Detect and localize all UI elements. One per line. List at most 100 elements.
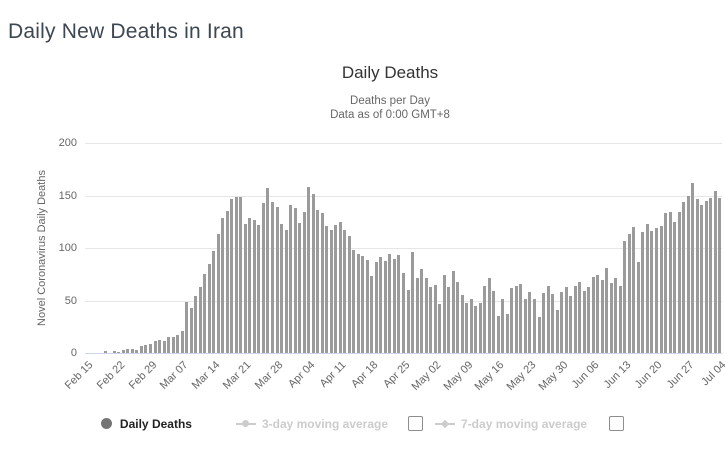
daily-deaths-bar[interactable]: [415, 278, 419, 353]
daily-deaths-bar[interactable]: [198, 286, 202, 353]
daily-deaths-bar[interactable]: [307, 187, 311, 353]
daily-deaths-bar[interactable]: [636, 261, 640, 353]
daily-deaths-bar[interactable]: [311, 194, 315, 353]
daily-deaths-bar[interactable]: [474, 305, 478, 353]
daily-deaths-bar[interactable]: [460, 295, 464, 353]
daily-deaths-bar[interactable]: [510, 287, 514, 353]
daily-deaths-bar[interactable]: [560, 292, 564, 353]
daily-deaths-bar[interactable]: [496, 316, 500, 353]
daily-deaths-bar[interactable]: [338, 221, 342, 353]
daily-deaths-bar[interactable]: [180, 330, 184, 353]
daily-deaths-bar[interactable]: [528, 292, 532, 353]
daily-deaths-bar[interactable]: [578, 281, 582, 353]
daily-deaths-bar[interactable]: [334, 224, 338, 353]
daily-deaths-bar[interactable]: [433, 284, 437, 353]
daily-deaths-bar[interactable]: [293, 208, 297, 353]
daily-deaths-bar[interactable]: [564, 286, 568, 353]
daily-deaths-bar[interactable]: [682, 201, 686, 353]
daily-deaths-bar[interactable]: [103, 350, 107, 353]
daily-deaths-bar[interactable]: [261, 202, 265, 353]
daily-deaths-bar[interactable]: [356, 254, 360, 353]
daily-deaths-bar[interactable]: [677, 212, 681, 353]
daily-deaths-bar[interactable]: [411, 252, 415, 353]
daily-deaths-bar[interactable]: [664, 213, 668, 353]
daily-deaths-bar[interactable]: [691, 182, 695, 353]
daily-deaths-bar[interactable]: [478, 302, 482, 353]
legend-item-3day-average[interactable]: 3-day moving average: [235, 417, 388, 431]
checkbox-3day-average[interactable]: [408, 416, 424, 431]
daily-deaths-bar[interactable]: [158, 340, 162, 353]
daily-deaths-bar[interactable]: [239, 196, 243, 353]
daily-deaths-bar[interactable]: [492, 291, 496, 353]
daily-deaths-bar[interactable]: [325, 225, 329, 353]
daily-deaths-bar[interactable]: [483, 285, 487, 353]
daily-deaths-bar[interactable]: [379, 257, 383, 353]
daily-deaths-bar[interactable]: [139, 345, 143, 353]
daily-deaths-bar[interactable]: [329, 230, 333, 353]
daily-deaths-bar[interactable]: [117, 351, 121, 353]
daily-deaths-bar[interactable]: [167, 337, 171, 353]
daily-deaths-bar[interactable]: [270, 201, 274, 353]
daily-deaths-bar[interactable]: [709, 197, 713, 353]
daily-deaths-bar[interactable]: [280, 223, 284, 353]
daily-deaths-bar[interactable]: [668, 212, 672, 353]
daily-deaths-bar[interactable]: [424, 278, 428, 353]
daily-deaths-bar[interactable]: [632, 227, 636, 353]
daily-deaths-bar[interactable]: [194, 296, 198, 353]
daily-deaths-bar[interactable]: [542, 293, 546, 353]
daily-deaths-bar[interactable]: [659, 225, 663, 353]
daily-deaths-bar[interactable]: [654, 228, 658, 353]
daily-deaths-bar[interactable]: [551, 294, 555, 353]
daily-deaths-bar[interactable]: [582, 291, 586, 353]
daily-deaths-bar[interactable]: [533, 299, 536, 353]
daily-deaths-bar[interactable]: [234, 196, 238, 353]
daily-deaths-bar[interactable]: [284, 230, 288, 353]
daily-deaths-bar[interactable]: [591, 277, 595, 353]
daily-deaths-bar[interactable]: [402, 273, 405, 353]
daily-deaths-bar[interactable]: [569, 296, 573, 353]
daily-deaths-bar[interactable]: [641, 232, 645, 353]
daily-deaths-bar[interactable]: [365, 259, 369, 353]
daily-deaths-bar[interactable]: [212, 251, 216, 353]
daily-deaths-bar[interactable]: [442, 275, 446, 353]
daily-deaths-bar[interactable]: [316, 210, 320, 353]
daily-deaths-bar[interactable]: [695, 198, 699, 353]
daily-deaths-bar[interactable]: [388, 254, 392, 353]
daily-deaths-bar[interactable]: [347, 236, 351, 353]
legend-item-daily-deaths[interactable]: Daily Deaths: [100, 417, 192, 431]
daily-deaths-bar[interactable]: [609, 282, 613, 353]
daily-deaths-bar[interactable]: [605, 267, 609, 353]
daily-deaths-bar[interactable]: [149, 343, 152, 353]
daily-deaths-bar[interactable]: [171, 337, 175, 353]
daily-deaths-bar[interactable]: [487, 278, 491, 353]
legend-item-7day-average[interactable]: 7-day moving average: [435, 417, 587, 431]
daily-deaths-bar[interactable]: [383, 260, 387, 353]
daily-deaths-bar[interactable]: [514, 285, 518, 353]
daily-deaths-bar[interactable]: [438, 303, 442, 353]
daily-deaths-bar[interactable]: [203, 274, 207, 353]
daily-deaths-bar[interactable]: [618, 285, 622, 353]
daily-deaths-bar[interactable]: [650, 231, 654, 353]
daily-deaths-bar[interactable]: [596, 275, 600, 353]
daily-deaths-bar[interactable]: [176, 335, 180, 353]
daily-deaths-bar[interactable]: [189, 307, 193, 353]
daily-deaths-bar[interactable]: [361, 256, 365, 353]
daily-deaths-bar[interactable]: [266, 188, 270, 353]
daily-deaths-bar[interactable]: [126, 348, 130, 353]
daily-deaths-bar[interactable]: [429, 286, 433, 353]
daily-deaths-bar[interactable]: [587, 286, 591, 353]
daily-deaths-bar[interactable]: [519, 283, 523, 353]
daily-deaths-bar[interactable]: [153, 341, 157, 353]
daily-deaths-bar[interactable]: [523, 299, 527, 353]
daily-deaths-bar[interactable]: [121, 349, 125, 353]
daily-deaths-bar[interactable]: [221, 217, 225, 353]
daily-deaths-bar[interactable]: [144, 344, 148, 353]
daily-deaths-bar[interactable]: [374, 261, 378, 353]
daily-deaths-bar[interactable]: [252, 219, 256, 353]
daily-deaths-bar[interactable]: [713, 191, 717, 353]
daily-deaths-bar[interactable]: [392, 258, 396, 353]
daily-deaths-bar[interactable]: [112, 350, 116, 353]
daily-deaths-bar[interactable]: [555, 309, 559, 353]
daily-deaths-bar[interactable]: [162, 341, 166, 353]
daily-deaths-bar[interactable]: [645, 223, 649, 353]
